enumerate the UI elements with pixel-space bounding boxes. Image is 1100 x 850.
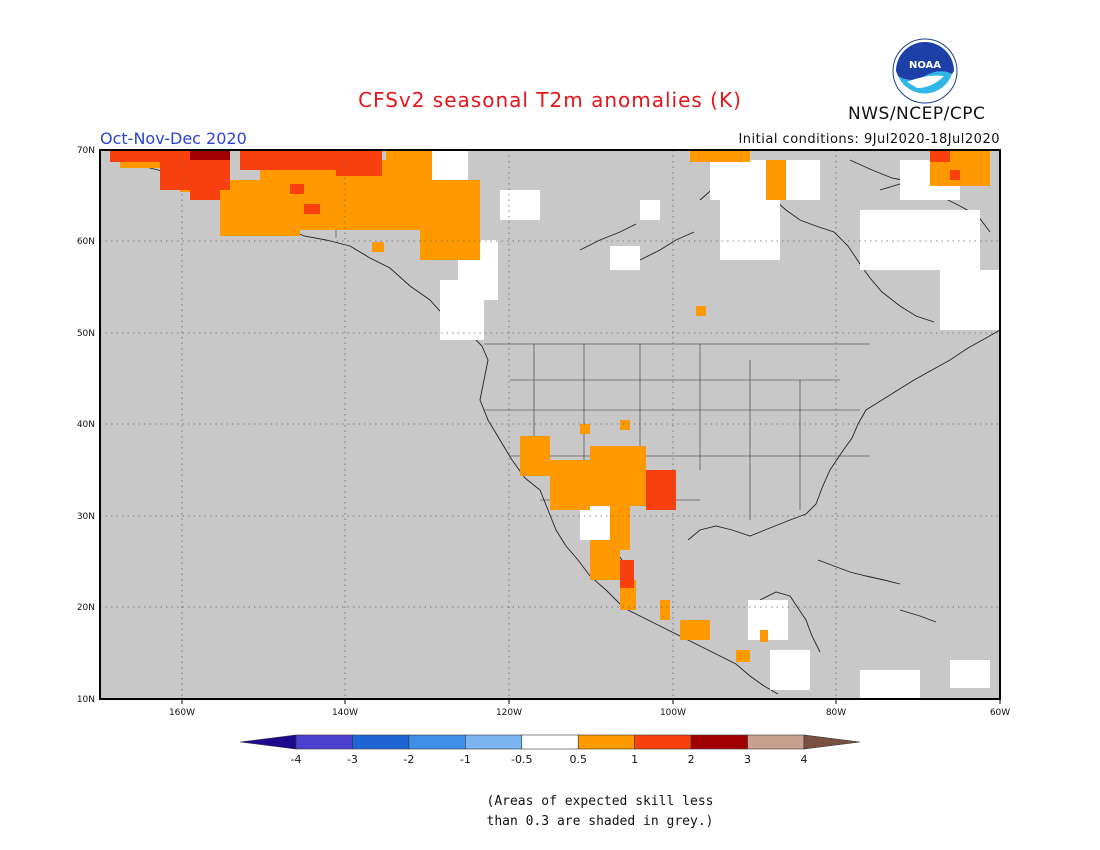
colorbar-label: 4	[801, 753, 808, 766]
lon-label: 60W	[990, 708, 1010, 718]
colorbar-label: 1	[631, 753, 638, 766]
colorbar-label: -3	[347, 753, 358, 766]
colorbar-swatch	[747, 734, 805, 750]
lat-label: 10N	[77, 695, 95, 705]
color-bar: -4 -3 -2 -1 -0.5 0.5 1 2 3 4	[239, 734, 861, 766]
colorbar-label: 3	[744, 753, 751, 766]
anomaly-darkred-cells	[190, 150, 230, 160]
lat-label: 30N	[77, 512, 95, 522]
colorbar-label: -2	[403, 753, 414, 766]
lat-label: 20N	[77, 603, 95, 613]
logo-text: NOAA	[909, 60, 941, 71]
colorbar-swatch	[408, 734, 466, 750]
colorbar-arrow-low	[239, 734, 297, 750]
forecast-period: Oct-Nov-Dec 2020	[100, 129, 247, 148]
map-title: CFSv2 seasonal T2m anomalies (K)	[358, 88, 742, 112]
map-frame	[99, 149, 1001, 700]
colorbar-swatch	[577, 734, 635, 750]
colorbar-swatch	[521, 734, 579, 750]
colorbar-label: -0.5	[511, 753, 532, 766]
lat-label: 40N	[77, 420, 95, 430]
colorbar-label: 0.5	[569, 753, 587, 766]
longitude-axis: 160W 140W 120W 100W 80W 60W	[169, 699, 1010, 718]
latitude-axis: 70N 60N 50N 40N 30N 20N 10N	[77, 146, 95, 705]
lon-label: 140W	[332, 708, 358, 718]
skill-note-line-2: than 0.3 are shaded in grey.)	[486, 814, 714, 829]
colorbar-swatch	[352, 734, 410, 750]
colorbar-swatch	[690, 734, 748, 750]
colorbar-label: -1	[460, 753, 471, 766]
skill-note-line-1: (Areas of expected skill less	[486, 794, 714, 809]
colorbar-swatch	[634, 734, 692, 750]
colorbar-arrow-high	[803, 734, 861, 750]
lon-label: 160W	[169, 708, 195, 718]
skill-note: (Areas of expected skill less than 0.3 a…	[470, 792, 730, 832]
lon-label: 80W	[826, 708, 846, 718]
initial-conditions: Initial conditions: 9Jul2020-18Jul2020	[738, 132, 1000, 147]
noaa-logo-icon: NOAA	[892, 38, 958, 104]
lon-label: 120W	[496, 708, 522, 718]
colorbar-label: 2	[688, 753, 695, 766]
lat-label: 70N	[77, 146, 95, 156]
colorbar-swatch	[465, 734, 523, 750]
colorbar-label: -4	[291, 753, 302, 766]
graticule	[100, 150, 1000, 699]
map-background	[100, 150, 1000, 699]
lat-label: 50N	[77, 329, 95, 339]
agency-label: NWS/NCEP/CPC	[848, 104, 986, 124]
lat-label: 60N	[77, 237, 95, 247]
lon-label: 100W	[660, 708, 686, 718]
colorbar-swatch	[295, 734, 353, 750]
